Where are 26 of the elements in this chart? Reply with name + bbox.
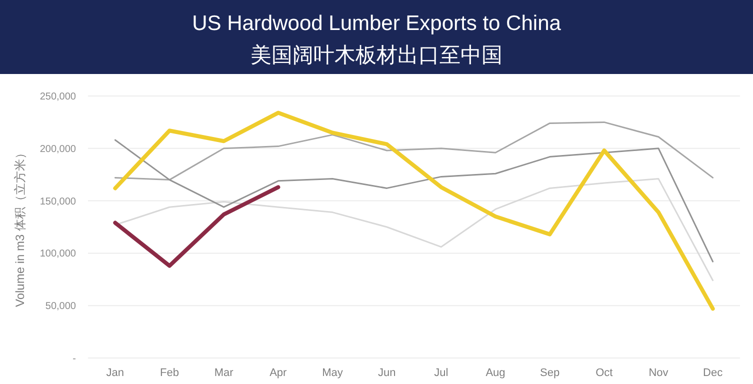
line-series	[114, 139, 714, 262]
line-series	[113, 110, 715, 311]
y-axis-title: Volume in m3 体积（立方米）	[13, 146, 27, 308]
y-tick-label: 150,000	[40, 196, 76, 208]
x-tick-label: Dec	[703, 367, 724, 379]
x-tick-label: Aug	[486, 367, 506, 379]
y-tick-label: 100,000	[40, 248, 76, 260]
y-tick-label: 200,000	[40, 144, 76, 155]
line-series	[113, 185, 280, 268]
y-tick-label: -	[72, 354, 76, 364]
x-tick-label: Apr	[270, 367, 288, 379]
x-tick-label: Oct	[596, 367, 613, 379]
chart-subtitle: 美国阔叶木板材出口至中国	[250, 44, 502, 67]
x-tick-label: May	[322, 367, 344, 379]
chart-title: US Hardwood Lumber Exports to China	[192, 12, 562, 35]
x-tick-label: Nov	[648, 367, 669, 379]
y-tick-label: 250,000	[40, 92, 76, 102]
x-tick-label: Jan	[106, 367, 124, 379]
x-tick-label: Sep	[540, 367, 560, 379]
y-tick-label: 50,000	[45, 301, 76, 312]
x-tick-label: Feb	[160, 367, 179, 379]
x-tick-label: Jul	[434, 367, 448, 379]
line-series	[114, 178, 714, 282]
line-series	[114, 121, 714, 181]
x-tick-label: Jun	[378, 367, 396, 379]
x-tick-label: Mar	[214, 367, 234, 379]
